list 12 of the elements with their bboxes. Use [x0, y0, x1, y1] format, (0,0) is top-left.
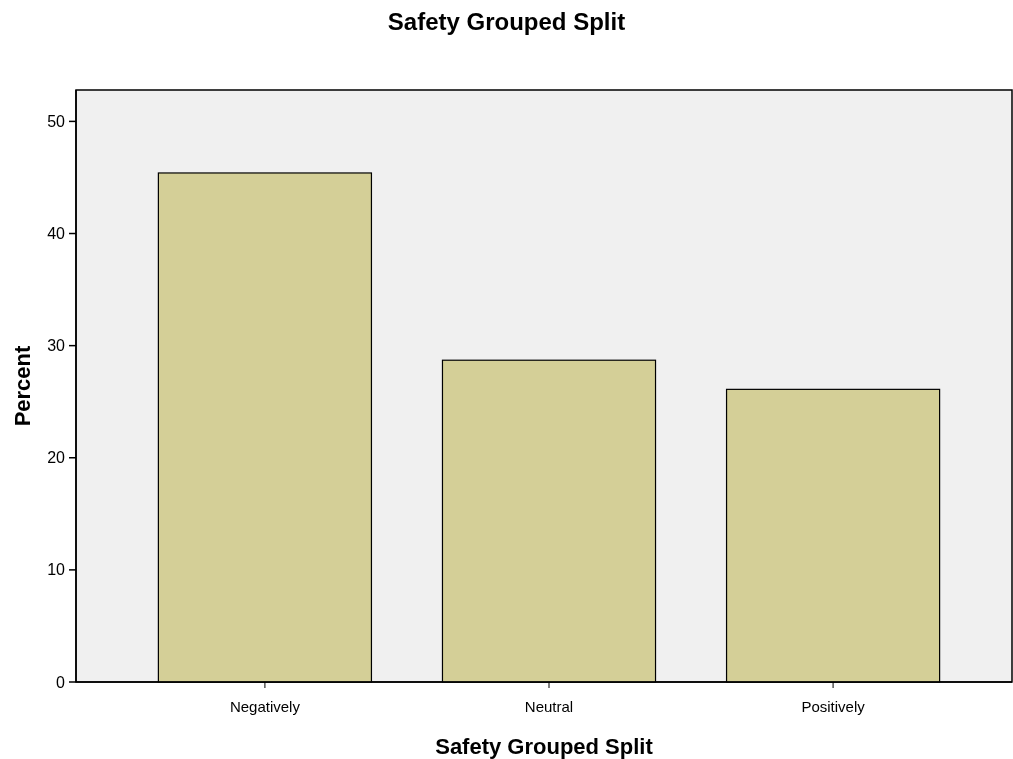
y-tick-label: 0: [56, 673, 66, 691]
chart-title: Safety Grouped Split: [387, 8, 626, 35]
y-tick-label: 30: [47, 337, 66, 355]
x-tick-label: Positively: [801, 698, 866, 715]
y-tick-label: 20: [47, 449, 66, 467]
x-tick-label: Negatively: [229, 698, 301, 715]
x-tick-label: Neutral: [524, 698, 574, 715]
x-axis-title: Safety Grouped Split: [435, 734, 654, 759]
y-tick-label: 50: [47, 112, 66, 130]
y-tick-label: 10: [47, 561, 66, 579]
y-tick-label: 40: [47, 225, 66, 243]
y-axis-title: Percent: [10, 344, 35, 427]
